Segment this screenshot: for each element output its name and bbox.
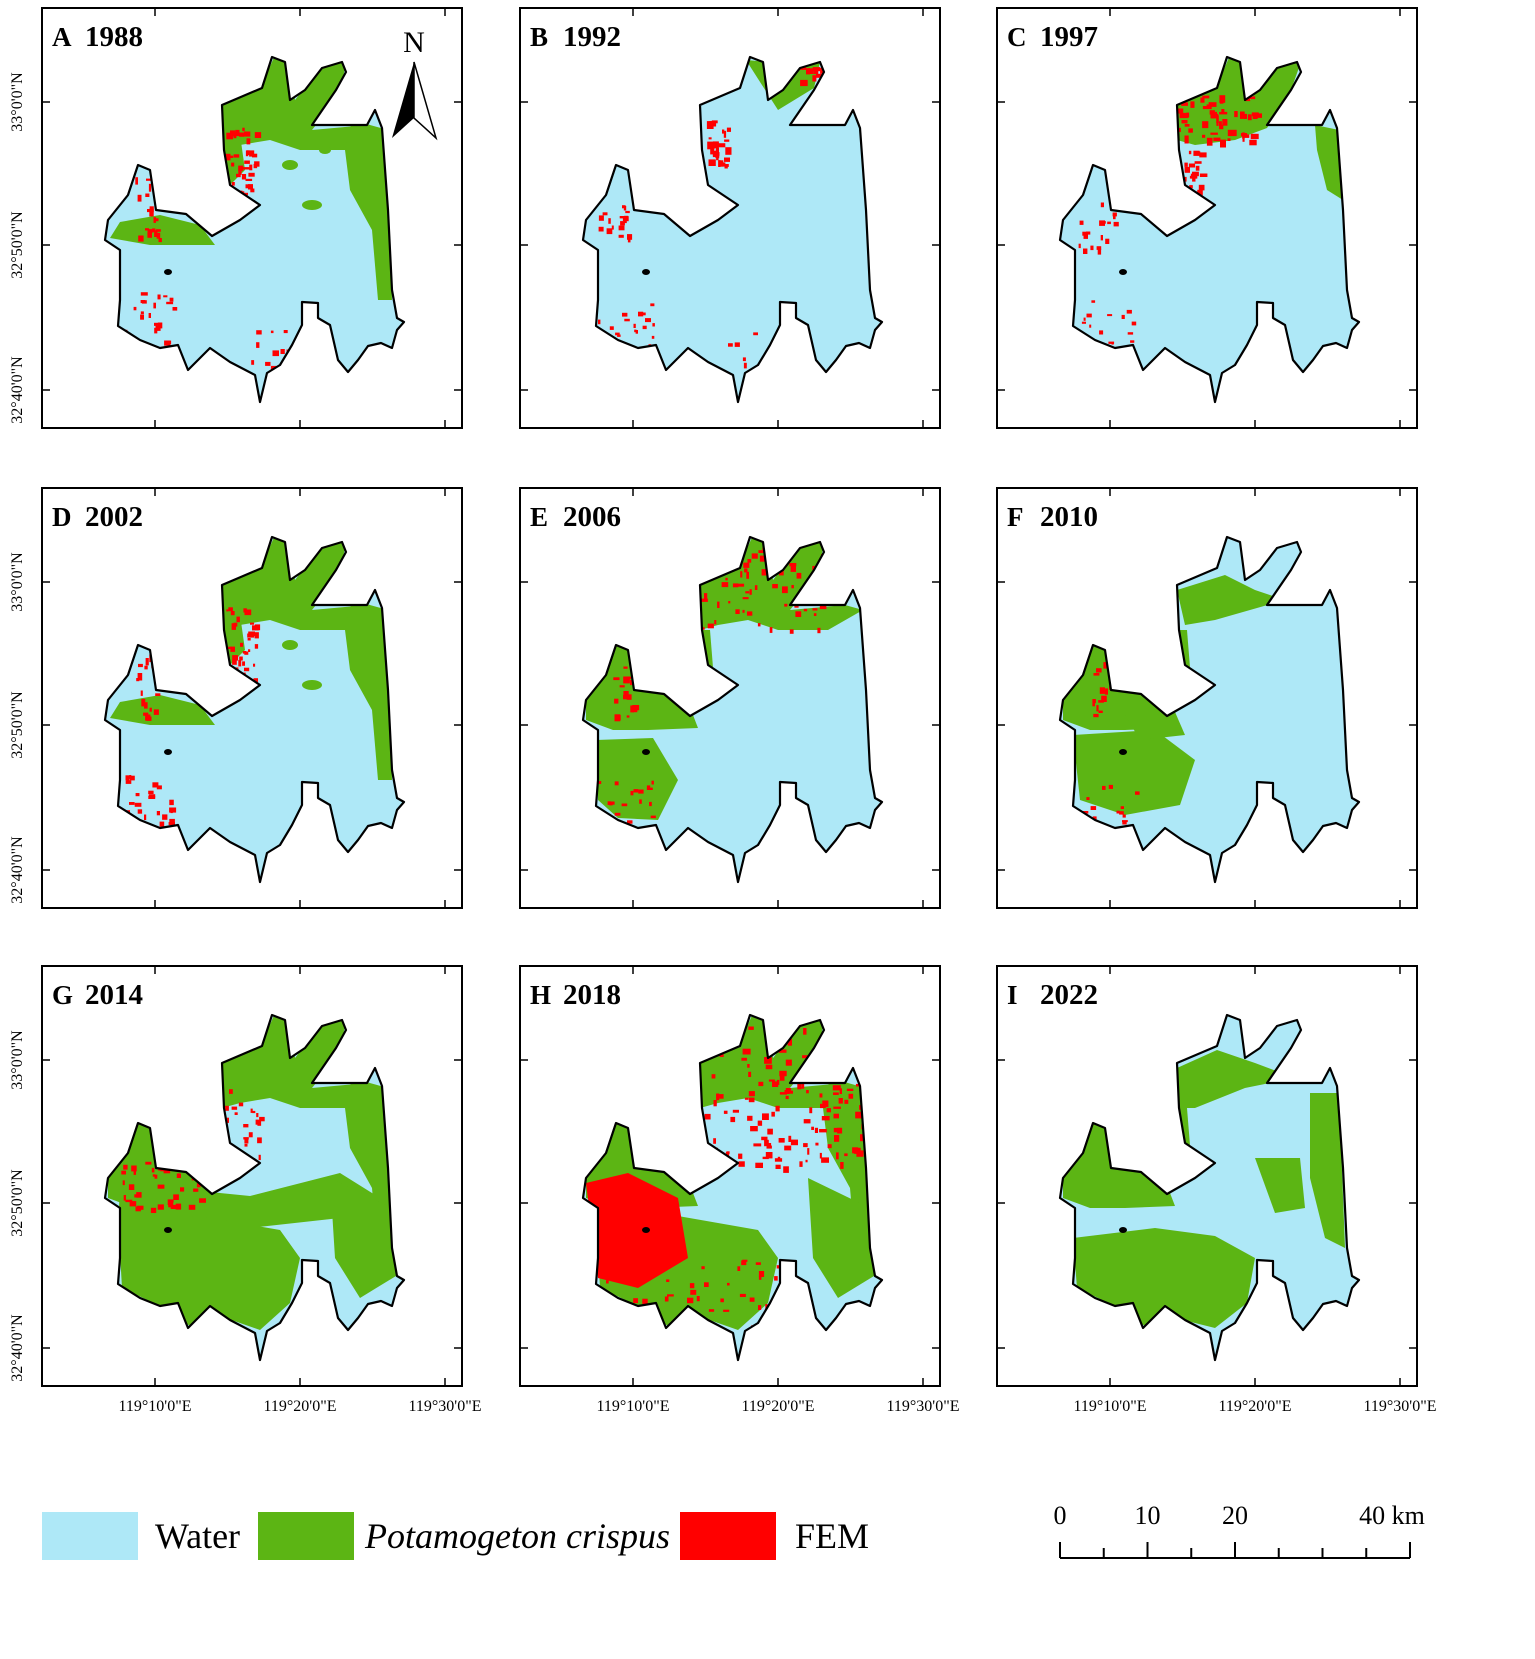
lat-label: 32°40'0"N: [9, 356, 26, 424]
lat-label: 32°40'0"N: [9, 1314, 26, 1382]
water-area: [583, 57, 882, 402]
panel-letter: E: [530, 502, 548, 532]
panel-year: 2006: [563, 501, 621, 533]
map-panel-c: C 1997: [996, 7, 1418, 429]
legend-label: Water: [155, 1516, 240, 1556]
lake-outline: [1058, 55, 1361, 404]
panel-year: 2010: [1040, 501, 1098, 533]
lat-label: 32°50'0"N: [9, 1169, 26, 1237]
island-mark: [1119, 269, 1127, 275]
panel-year: 2022: [1040, 979, 1098, 1011]
panel-year: 1997: [1040, 21, 1098, 53]
panel-letter: F: [1007, 502, 1024, 532]
lake-outline: [1058, 535, 1361, 884]
lat-label: 32°50'0"N: [9, 211, 26, 279]
scale-bar-label: 0: [1054, 1501, 1067, 1530]
lat-label: 33°0'0"N: [9, 72, 26, 132]
panel-letter: D: [52, 502, 72, 532]
vegetation-cover: [110, 57, 392, 374]
vegetation-cover: [1063, 1050, 1345, 1328]
map-panel-e: E 2006: [519, 487, 941, 909]
legend: Water Potamogeton crispus FEM: [42, 1512, 869, 1560]
panel-letter: H: [530, 980, 551, 1010]
north-arrow-right-half: [413, 61, 438, 141]
island-mark: [1119, 749, 1127, 755]
legend-label: Potamogeton crispus: [364, 1516, 670, 1556]
lake-map: [103, 1013, 406, 1362]
lat-label: 32°50'0"N: [9, 691, 26, 759]
panel-year: 2002: [85, 501, 143, 533]
island-mark: [642, 749, 650, 755]
lon-label: 119°10'0"E: [119, 1398, 192, 1415]
lake-outline: [1058, 1013, 1361, 1362]
lon-label: 119°30'0"E: [887, 1398, 960, 1415]
lat-label: 32°40'0"N: [9, 836, 26, 904]
lake-map: [581, 535, 884, 884]
north-arrow: N: [392, 26, 438, 141]
panel-year: 1992: [563, 21, 621, 53]
map-panels: A 1988 33°0'0"N 32°50'0"N 32°40'0"N N B 1992 C 19…: [9, 7, 1437, 1415]
lon-label: 119°30'0"E: [1364, 1398, 1437, 1415]
lake-map: [103, 535, 406, 884]
lake-outline: [581, 55, 884, 404]
scale-bar-label: 10: [1135, 1501, 1161, 1530]
legend-swatch: [680, 1512, 776, 1560]
lake-map: [1058, 55, 1361, 404]
legend-label: FEM: [795, 1516, 869, 1556]
island-mark: [164, 269, 172, 275]
panel-letter: I: [1007, 980, 1018, 1010]
map-panel-f: F 2010: [996, 487, 1418, 909]
map-panel-h: H 2018 119°10'0"E 119°20'0"E 119°30'0"E: [519, 965, 960, 1415]
panel-year: 1988: [85, 21, 143, 53]
island-mark: [164, 1227, 172, 1233]
map-panel-g: G 2014 33°0'0"N 32°50'0"N 32°40'0"N 119°10'0"…: [9, 965, 482, 1415]
lon-label: 119°30'0"E: [409, 1398, 482, 1415]
lake-outline: [581, 535, 884, 884]
lake-outline: [103, 535, 406, 884]
legend-swatch: [42, 1512, 138, 1560]
lake-map: [581, 1013, 884, 1362]
lon-label: 119°20'0"E: [264, 1398, 337, 1415]
island-mark: [164, 749, 172, 755]
map-panel-b: B 1992: [519, 7, 941, 429]
water-area: [1060, 57, 1359, 402]
map-panel-d: D 2002 33°0'0"N 32°50'0"N 32°40'0"N: [9, 487, 463, 909]
lon-label: 119°10'0"E: [1074, 1398, 1147, 1415]
vegetation-cover: [108, 1015, 396, 1330]
lon-label: 119°20'0"E: [742, 1398, 815, 1415]
panel-letter: C: [1007, 22, 1027, 52]
legend-swatch: [258, 1512, 354, 1560]
scale-bar-label: 40 km: [1359, 1501, 1425, 1530]
north-arrow-left-half: [392, 62, 414, 138]
lat-label: 33°0'0"N: [9, 1030, 26, 1090]
panel-year: 2018: [563, 979, 621, 1011]
scale-bar: 0 10 20 40 km: [1054, 1501, 1425, 1559]
lake-outline: [103, 1013, 406, 1362]
lake-map: [103, 55, 406, 404]
panel-letter: B: [530, 22, 548, 52]
scale-bar-label: 20: [1222, 1501, 1248, 1530]
panel-year: 2014: [85, 979, 143, 1011]
map-panel-i: I 2022 119°10'0"E 119°20'0"E 119°30'0"E: [996, 965, 1437, 1415]
panel-letter: A: [52, 22, 72, 52]
lon-label: 119°20'0"E: [1219, 1398, 1292, 1415]
lake-outline: [103, 55, 406, 404]
island-mark: [642, 269, 650, 275]
north-label: N: [403, 26, 425, 59]
island-mark: [642, 1227, 650, 1233]
map-panel-a: A 1988 33°0'0"N 32°50'0"N 32°40'0"N N: [9, 7, 463, 429]
island-mark: [1119, 1227, 1127, 1233]
lake-map: [1058, 1013, 1361, 1362]
panel-letter: G: [52, 980, 73, 1010]
lat-label: 33°0'0"N: [9, 552, 26, 612]
lake-outline: [581, 1013, 884, 1362]
lon-label: 119°10'0"E: [597, 1398, 670, 1415]
